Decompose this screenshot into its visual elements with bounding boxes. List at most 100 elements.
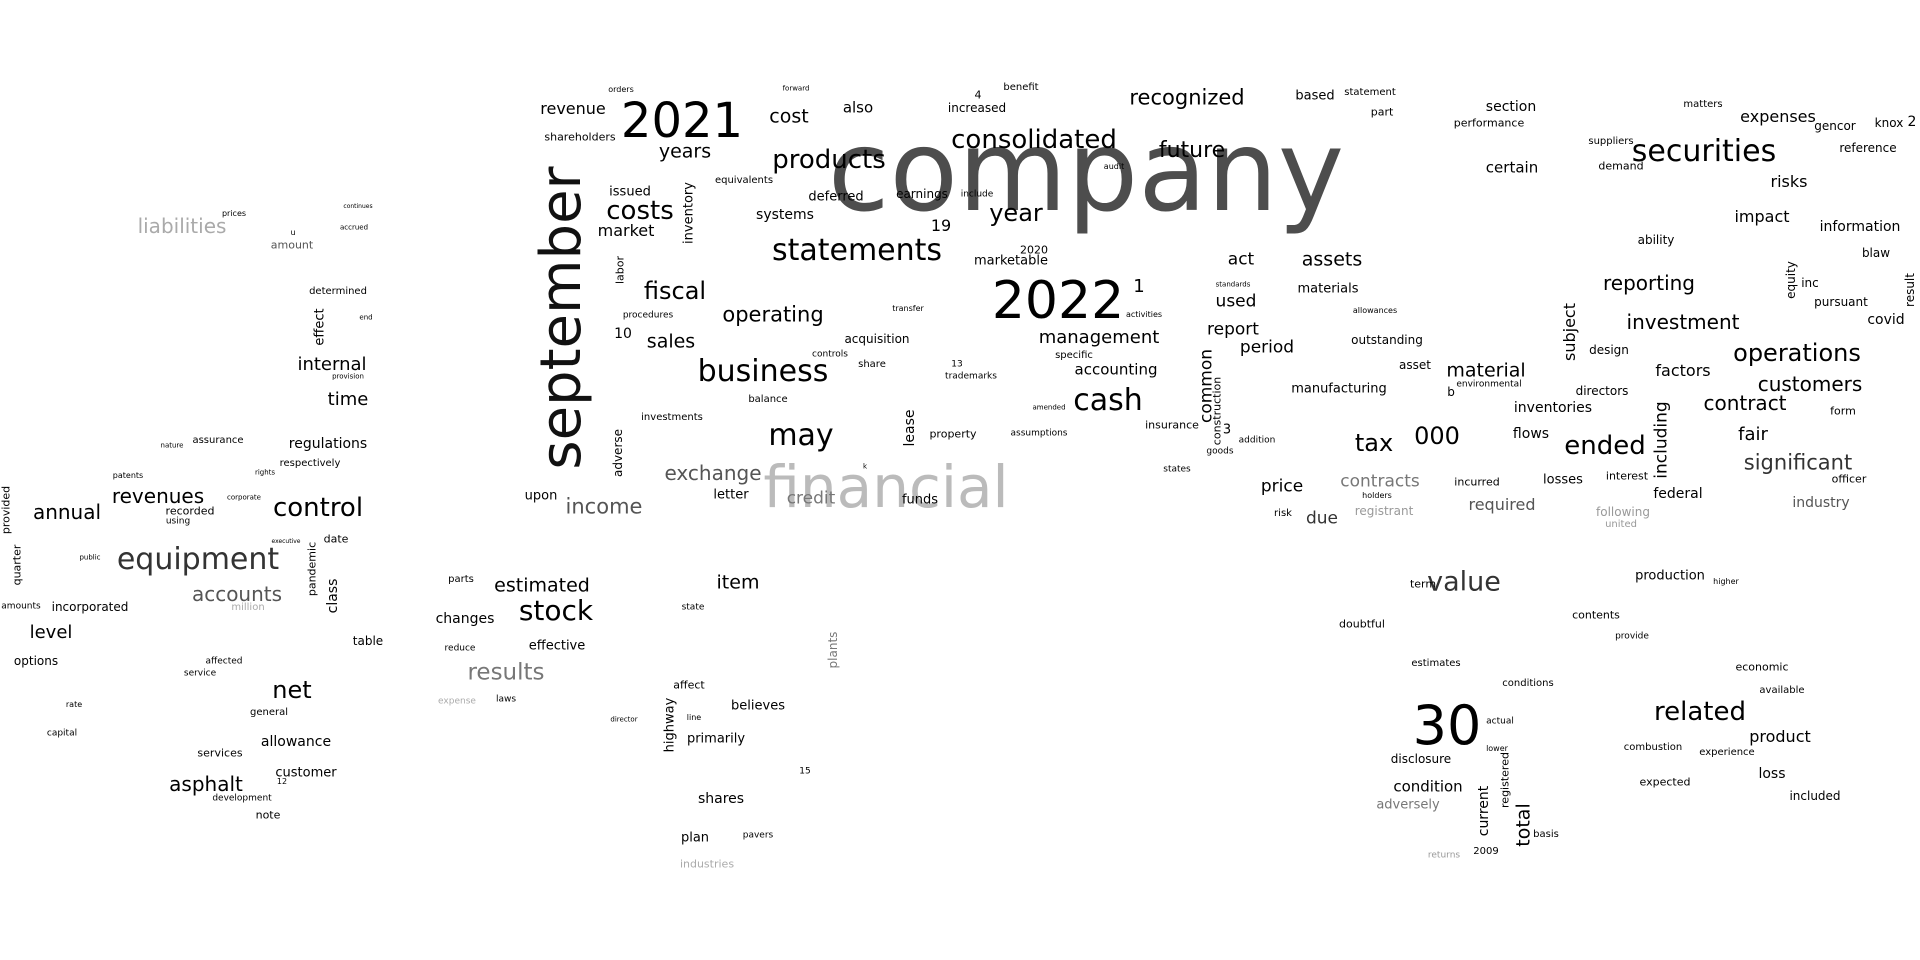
word-report: report: [1207, 319, 1259, 340]
word-performance: performance: [1453, 116, 1525, 130]
word-production: production: [1635, 568, 1705, 584]
word-class: class: [325, 578, 341, 614]
word-allowance: allowance: [260, 734, 332, 750]
word-options: options: [13, 654, 59, 668]
word-amount: amount: [270, 238, 314, 252]
word-line: line: [686, 713, 702, 722]
word-time: time: [327, 389, 369, 410]
word-recognized: recognized: [1129, 85, 1245, 110]
word-laws: laws: [495, 694, 517, 705]
word-financial: financial: [763, 453, 1009, 521]
word-revenues: revenues: [111, 484, 205, 508]
word-ability: ability: [1637, 233, 1675, 247]
word-property: property: [929, 427, 977, 441]
word-primarily: primarily: [686, 731, 746, 747]
word-equivalents: equivalents: [714, 175, 774, 186]
word-pandemic: pandemic: [305, 541, 319, 597]
word-materials: materials: [1297, 281, 1359, 297]
word-lower: lower: [1486, 744, 1508, 753]
word-nature: nature: [160, 441, 184, 450]
word-note: note: [255, 808, 281, 822]
word-contract: contract: [1703, 391, 1787, 415]
word-u: u: [290, 228, 296, 237]
word-expected: expected: [1639, 775, 1691, 789]
word-outstanding: outstanding: [1351, 333, 1423, 347]
word-addition: addition: [1238, 435, 1276, 446]
word-interest: interest: [1605, 469, 1649, 483]
word-level: level: [29, 622, 73, 643]
word-funds: funds: [901, 492, 939, 508]
word-issued: issued: [609, 184, 651, 200]
word-rights: rights: [254, 468, 276, 477]
word-activities: activities: [1125, 310, 1163, 319]
word-deferred: deferred: [808, 189, 864, 205]
word-operating: operating: [722, 302, 824, 327]
word-future: future: [1158, 138, 1226, 163]
word-registrant: registrant: [1354, 504, 1414, 518]
word-statement: statement: [1344, 87, 1396, 98]
word-year: year: [989, 199, 1043, 227]
word-labor: labor: [613, 255, 627, 285]
word-respectively: respectively: [279, 458, 341, 469]
word-using: using: [165, 516, 191, 527]
word-item: item: [716, 571, 760, 594]
word-trademarks: trademarks: [945, 371, 997, 382]
word-provision: provision: [332, 372, 364, 381]
word-shareholders: shareholders: [544, 130, 616, 144]
word-executive: executive: [271, 538, 301, 545]
word-public: public: [79, 553, 101, 562]
word-united: united: [1605, 519, 1637, 530]
word-customer: customer: [275, 765, 337, 781]
word-ended: ended: [1564, 431, 1646, 461]
word-management: management: [1038, 327, 1160, 348]
word-liabilities: liabilities: [137, 214, 227, 238]
word-suppliers: suppliers: [1588, 136, 1634, 147]
word-2020: 2020: [1020, 243, 1048, 257]
word-2: 2: [1907, 114, 1917, 130]
word-plants: plants: [826, 631, 840, 669]
word-reduce: reduce: [444, 643, 476, 654]
word-product: product: [1749, 727, 1811, 746]
word-subject: subject: [1560, 303, 1579, 361]
word-environmental: environmental: [1456, 379, 1522, 390]
word-effect: effect: [312, 308, 328, 346]
word-industry: industry: [1792, 495, 1850, 511]
word-15: 15: [799, 766, 811, 777]
word-000: 000: [1414, 422, 1460, 450]
word-disclosure: disclosure: [1390, 752, 1452, 766]
word-4: 4: [974, 88, 982, 102]
word-expenses: expenses: [1740, 107, 1816, 126]
word-certain: certain: [1485, 158, 1539, 177]
word-matters: matters: [1683, 99, 1723, 110]
word-assets: assets: [1301, 248, 1363, 271]
word-officer: officer: [1831, 472, 1867, 486]
word-adverse: adverse: [611, 428, 625, 478]
word-available: available: [1759, 685, 1805, 696]
word-significant: significant: [1743, 450, 1853, 475]
word-investments: investments: [641, 412, 703, 423]
word-accounting: accounting: [1074, 360, 1158, 379]
word-inc: inc: [1801, 276, 1819, 290]
word-knox: knox: [1874, 116, 1904, 130]
word-quarter: quarter: [10, 544, 24, 586]
word-flows: flows: [1512, 426, 1550, 442]
word-consolidated: consolidated: [951, 125, 1117, 155]
word-federal: federal: [1653, 486, 1703, 502]
word-actual: actual: [1486, 716, 1514, 727]
word-losses: losses: [1543, 472, 1583, 488]
word-capital: capital: [46, 728, 78, 739]
word-systems: systems: [756, 207, 814, 223]
word-standards: standards: [1215, 280, 1251, 289]
word-regulations: regulations: [288, 436, 368, 452]
word-covid: covid: [1867, 312, 1905, 328]
word-section: section: [1485, 99, 1537, 115]
word-highway: highway: [662, 697, 678, 753]
word-asset: asset: [1399, 358, 1431, 372]
word-marketable: marketable: [974, 253, 1048, 269]
word-director: director: [610, 715, 638, 724]
word-term: term: [1409, 577, 1437, 591]
word-contents: contents: [1572, 608, 1620, 622]
word-state: state: [681, 602, 705, 613]
word-assumptions: assumptions: [1010, 428, 1068, 439]
word-experience: experience: [1699, 747, 1755, 758]
